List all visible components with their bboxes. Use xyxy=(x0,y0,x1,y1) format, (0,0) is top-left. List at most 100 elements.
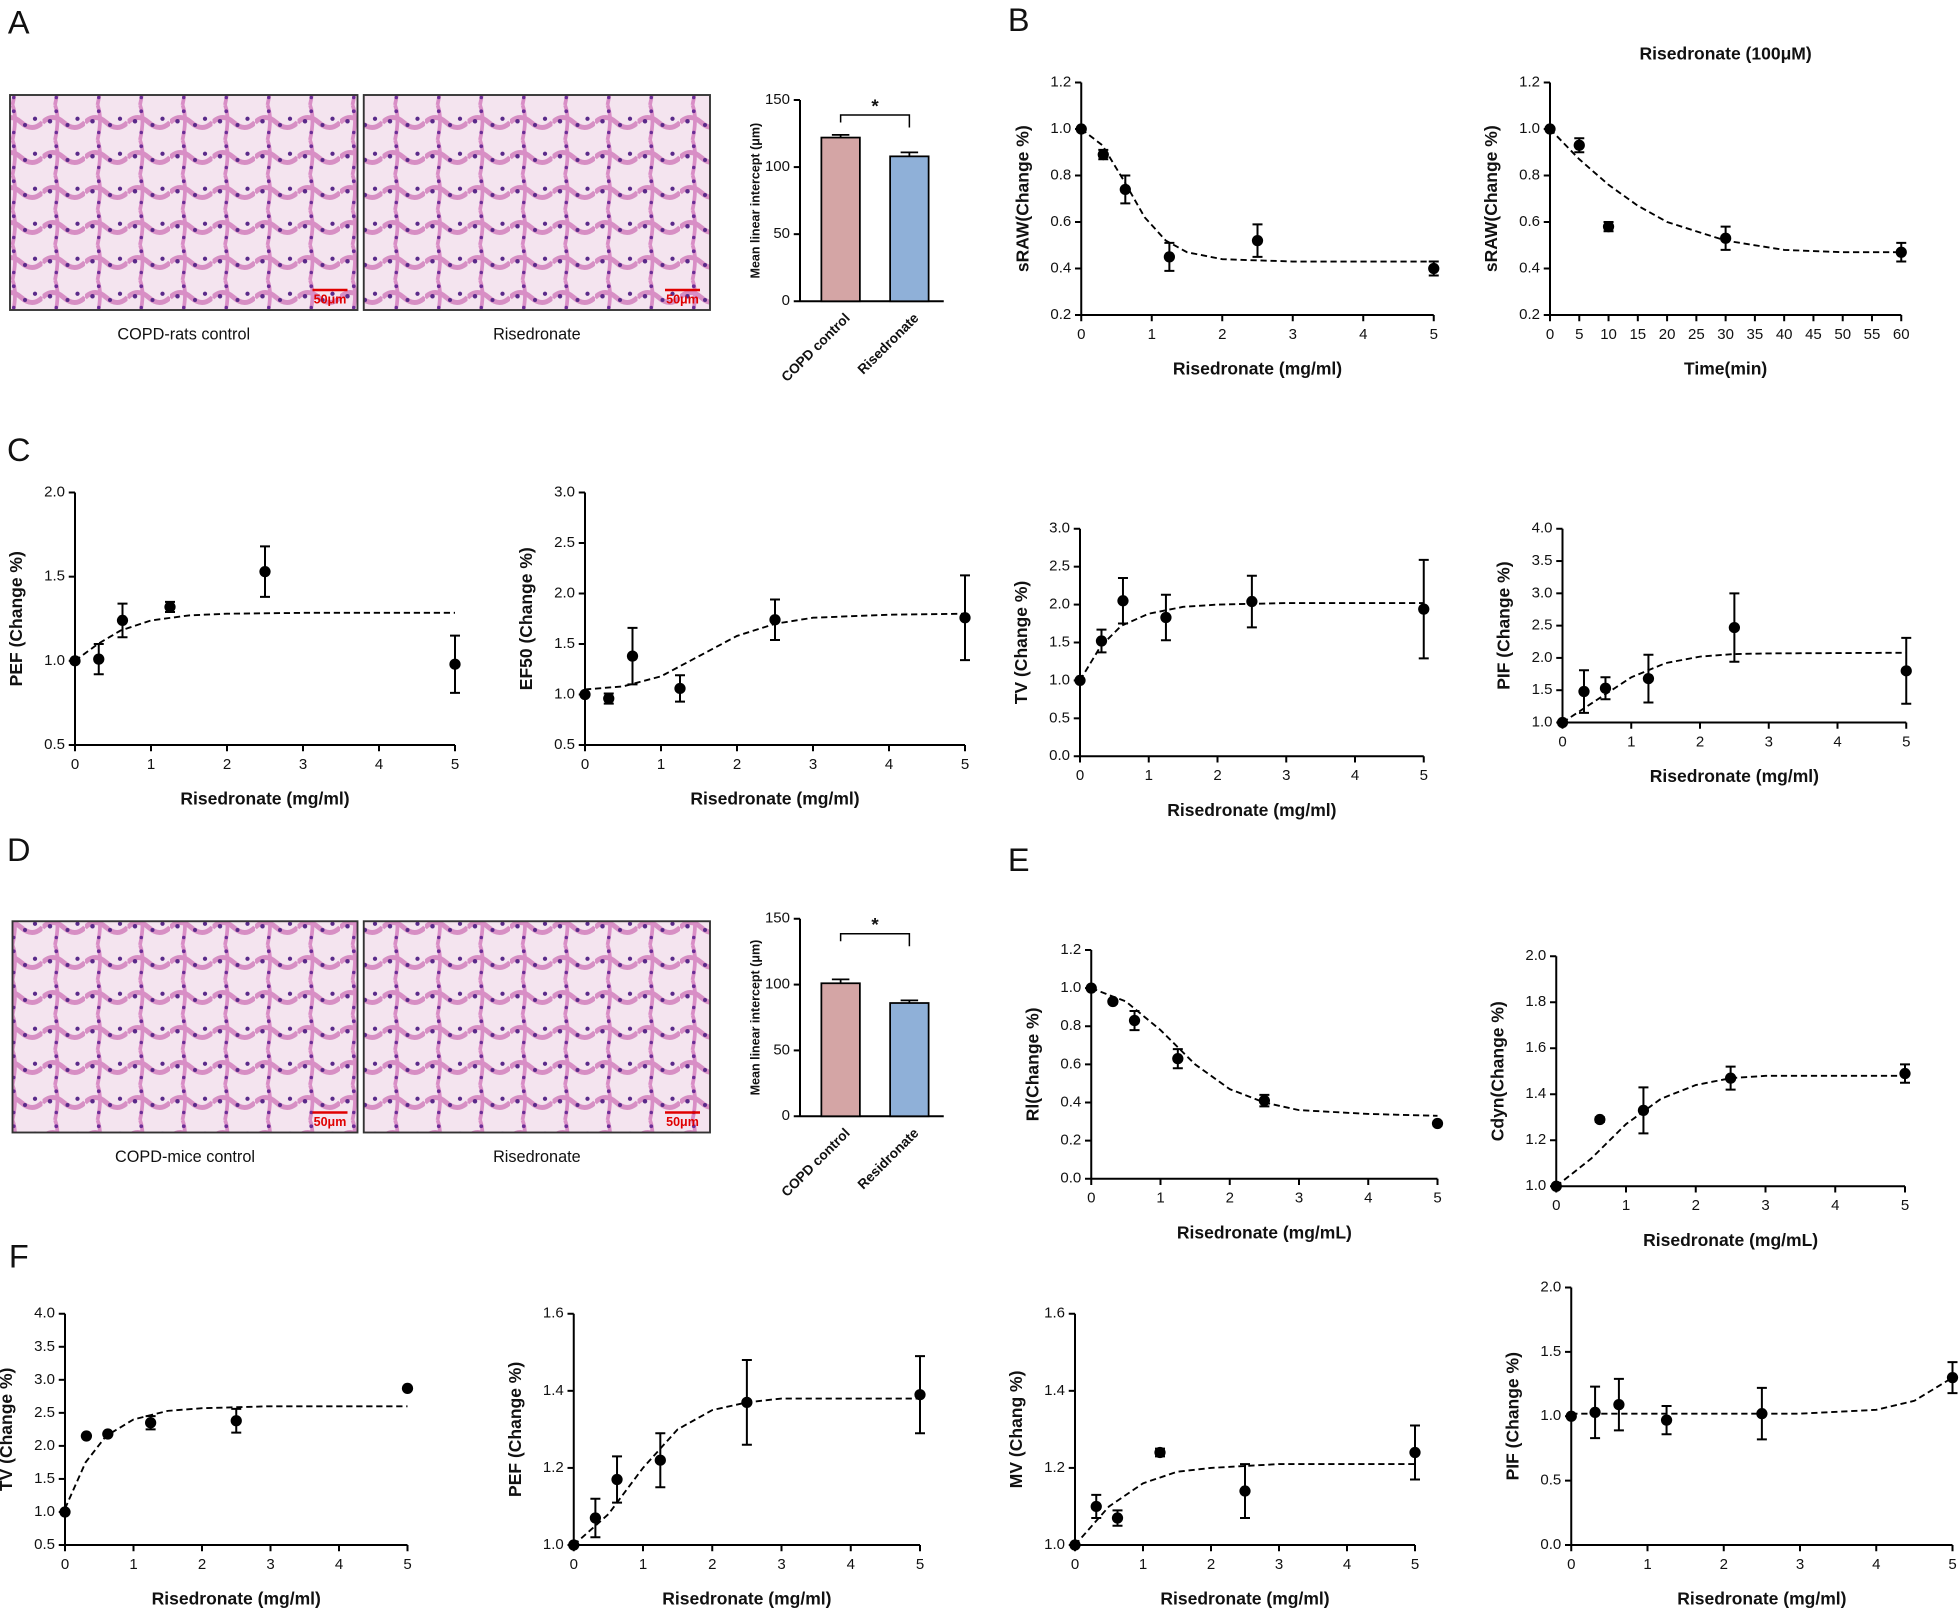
image-caption: Risedronate xyxy=(493,325,581,343)
y-tick-label: 1.5 xyxy=(44,568,65,585)
y-tick-label: 1.5 xyxy=(1049,633,1070,650)
data-point xyxy=(1565,1410,1577,1422)
data-point xyxy=(1589,1406,1601,1419)
y-axis-label: PIF (Change %) xyxy=(1502,1352,1522,1480)
y-tick-label: 4.0 xyxy=(34,1305,55,1322)
y-tick-label: 1.0 xyxy=(1049,671,1070,688)
x-tick-label: 3 xyxy=(777,1556,785,1573)
x-tick-label: 2 xyxy=(223,756,231,773)
x-tick-label: 2 xyxy=(733,756,741,773)
y-tick-label: 2.5 xyxy=(554,534,575,551)
x-tick-label: 1 xyxy=(1139,1556,1147,1573)
x-tick-label: 3 xyxy=(1796,1556,1804,1573)
x-tick-label: 3 xyxy=(1765,733,1773,750)
data-point xyxy=(1095,635,1108,647)
x-tick-label: 1 xyxy=(1145,767,1153,784)
x-tick-label: 1 xyxy=(1622,1197,1630,1214)
bar xyxy=(820,982,861,1118)
data-point xyxy=(1418,603,1430,615)
x-tick-label: 40 xyxy=(1776,326,1793,343)
x-tick-label: 1 xyxy=(1627,733,1635,750)
y-axis-label: MV (Chang %) xyxy=(1006,1371,1026,1489)
x-tick-label: 3 xyxy=(266,1556,274,1573)
data-point xyxy=(1074,674,1086,687)
y-axis-label: Rl(Change %) xyxy=(1022,1008,1042,1122)
y-tick-label: 1.0 xyxy=(554,685,575,702)
data-point xyxy=(93,653,105,665)
x-tick-label: 0 xyxy=(1552,1197,1560,1214)
y-tick-label: 1.0 xyxy=(1525,1177,1546,1194)
fit-curve xyxy=(1555,1074,1905,1187)
data-point xyxy=(145,1417,157,1429)
x-tick-label: 3 xyxy=(1282,767,1290,784)
x-tick-label: 5 xyxy=(1901,1197,1909,1214)
y-tick-label: 1.0 xyxy=(543,1536,564,1553)
error-bar xyxy=(831,978,850,984)
data-point xyxy=(230,1415,242,1427)
y-tick-label: 3.5 xyxy=(34,1338,55,1355)
data-point xyxy=(1075,123,1087,135)
data-point xyxy=(1097,148,1109,161)
x-tick-label: 2 xyxy=(1226,1190,1234,1207)
y-tick-label: 0.8 xyxy=(1519,166,1540,183)
data-point xyxy=(1246,595,1258,608)
data-point xyxy=(1085,982,1097,994)
panel-label: D xyxy=(7,832,30,868)
data-point xyxy=(69,655,81,667)
data-point xyxy=(1642,672,1655,685)
x-tick-label: 1 xyxy=(1156,1190,1164,1207)
y-tick-label: 0 xyxy=(782,292,790,309)
x-tick-label: 60 xyxy=(1893,326,1910,343)
x-tick-label: 0 xyxy=(1087,1190,1095,1207)
x-tick-label: 1 xyxy=(147,756,155,773)
significance-label: * xyxy=(871,914,879,935)
x-tick-label: 1 xyxy=(1148,326,1156,343)
data-point xyxy=(1428,262,1440,275)
x-tick-label: 15 xyxy=(1629,326,1646,343)
y-tick-label: 1.2 xyxy=(543,1459,564,1476)
x-tick-label: 5 xyxy=(961,756,969,773)
y-tick-label: 2.0 xyxy=(1532,649,1553,666)
y-tick-label: 0.6 xyxy=(1050,213,1071,230)
y-tick-label: 2.0 xyxy=(1525,947,1546,964)
data-point xyxy=(1251,234,1264,247)
data-point xyxy=(1107,995,1119,1008)
x-tick-label: 10 xyxy=(1600,326,1617,343)
y-tick-label: 1.8 xyxy=(1525,993,1546,1010)
data-point xyxy=(1128,1014,1141,1027)
x-tick-label: 25 xyxy=(1688,326,1705,343)
panel-label: C xyxy=(7,432,30,468)
y-tick-label: 0.4 xyxy=(1519,259,1540,276)
x-tick-label: 2 xyxy=(1213,767,1221,784)
error-bar xyxy=(900,151,919,157)
x-tick-label: 3 xyxy=(299,756,307,773)
x-tick-label: 4 xyxy=(1831,1197,1839,1214)
data-point xyxy=(1578,685,1590,698)
y-tick-label: 1.2 xyxy=(1525,1131,1546,1148)
y-tick-label: 0.8 xyxy=(1060,1017,1081,1034)
x-tick-label: 0 xyxy=(570,1556,578,1573)
x-tick-label: 4 xyxy=(375,756,383,773)
data-point xyxy=(603,692,615,705)
x-axis-label: Risedronate (mg/ml) xyxy=(152,1589,321,1609)
y-tick-label: 3.0 xyxy=(34,1371,55,1388)
data-point xyxy=(579,688,591,701)
y-tick-label: 2.0 xyxy=(1049,596,1070,613)
y-tick-label: 3.0 xyxy=(1532,584,1553,601)
data-point xyxy=(1069,1539,1081,1551)
data-point xyxy=(1725,1072,1737,1084)
error-bar xyxy=(900,999,919,1004)
fit-curve xyxy=(1561,651,1907,724)
x-tick-label: 4 xyxy=(1364,1190,1372,1207)
y-tick-label: 0.8 xyxy=(1050,166,1071,183)
x-tick-label: 5 xyxy=(916,1556,924,1573)
data-point xyxy=(568,1539,580,1551)
data-point xyxy=(1160,611,1172,624)
x-tick-label: 4 xyxy=(1872,1556,1880,1573)
data-point xyxy=(1258,1094,1270,1107)
significance-label: * xyxy=(871,95,879,116)
y-axis-label: PIF (Change %) xyxy=(1494,561,1514,689)
x-tick-label: COPD control xyxy=(778,310,852,384)
panel-label: F xyxy=(9,1238,29,1274)
y-tick-label: 0.6 xyxy=(1060,1055,1081,1072)
